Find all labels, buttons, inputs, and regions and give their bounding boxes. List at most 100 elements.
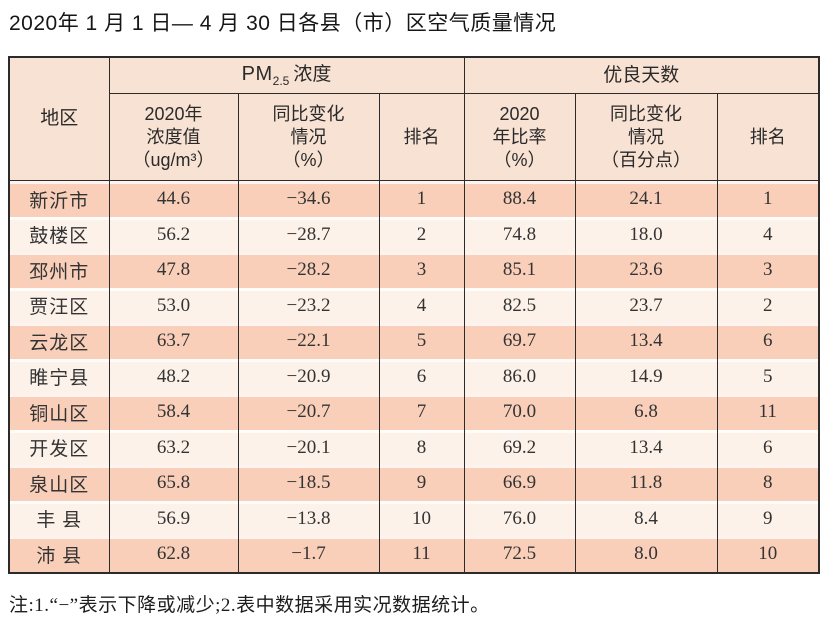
cell-pm-concentration: 63.7: [108, 323, 239, 359]
cell-good-days-change: 8.4: [574, 500, 718, 537]
table-row: 鼓楼区 56.2 −28.7 2 74.8 18.0 4: [8, 216, 820, 253]
cell-good-days-change: 13.4: [574, 323, 718, 359]
cell-good-days-change: 23.7: [574, 287, 718, 324]
cell-good-days-ratio: 76.0: [463, 500, 576, 537]
cell-pm-change: −23.2: [237, 287, 380, 324]
table-header: 地区 PM2.5 浓度 优良天数 2020年 浓度值 （ug/m³） 同比变化 情…: [8, 56, 820, 182]
col-header-days-rank: 排名: [716, 93, 820, 182]
cell-pm-change: −28.7: [237, 216, 380, 253]
pm-label: PM: [241, 63, 273, 86]
col-header-pm-2020-value: 2020年 浓度值 （ug/m³）: [108, 93, 239, 182]
cell-region: 云龙区: [8, 323, 110, 359]
cell-good-days-change: 8.0: [574, 536, 718, 573]
cell-good-days-ratio: 86.0: [463, 358, 576, 395]
cell-pm-rank: 10: [378, 500, 465, 537]
cell-region: 沛 县: [8, 536, 110, 573]
cell-region: 贾汪区: [8, 287, 110, 324]
cell-good-days-rank: 5: [716, 358, 820, 395]
cell-pm-change: −20.1: [237, 429, 380, 466]
pm-concentration-label: 浓度: [293, 64, 332, 86]
cell-good-days-ratio: 88.4: [463, 180, 576, 217]
cell-pm-change: −28.2: [237, 252, 380, 288]
cell-region: 铜山区: [8, 394, 110, 430]
cell-good-days-rank: 4: [716, 216, 820, 253]
cell-pm-concentration: 53.0: [108, 287, 239, 324]
cell-good-days-change: 6.8: [574, 394, 718, 430]
cell-pm-concentration: 63.2: [108, 429, 239, 466]
cell-pm-concentration: 58.4: [108, 394, 239, 430]
cell-good-days-change: 11.8: [574, 465, 718, 501]
cell-pm-change: −18.5: [237, 465, 380, 501]
cell-good-days-ratio: 66.9: [463, 465, 576, 501]
cell-good-days-rank: 9: [716, 500, 820, 537]
cell-pm-concentration: 65.8: [108, 465, 239, 501]
cell-good-days-rank: 3: [716, 252, 820, 288]
group-header-good-days: 优良天数: [463, 56, 820, 95]
cell-good-days-change: 23.6: [574, 252, 718, 288]
col-header-region: 地区: [8, 56, 110, 182]
cell-region: 开发区: [8, 429, 110, 466]
page-title: 2020年 1 月 1 日— 4 月 30 日各县（市）区空气质量情况: [9, 12, 557, 35]
table-row: 新沂市 44.6 −34.6 1 88.4 24.1 1: [8, 180, 820, 217]
cell-region: 泉山区: [8, 465, 110, 501]
table-row: 云龙区 63.7 −22.1 5 69.7 13.4 6: [8, 323, 820, 359]
cell-pm-change: −34.6: [237, 180, 380, 217]
cell-pm-rank: 5: [378, 323, 465, 359]
cell-good-days-ratio: 82.5: [463, 287, 576, 324]
table-row: 泉山区 65.8 −18.5 9 66.9 11.8 8: [8, 465, 820, 501]
table-body: 新沂市 44.6 −34.6 1 88.4 24.1 1 鼓楼区 56.2 −28.7 2 74.8 1…: [8, 180, 820, 573]
pm-subscript: 2.5: [272, 74, 290, 89]
air-quality-table: 地区 PM2.5 浓度 优良天数 2020年 浓度值 （ug/m³） 同比变化 情…: [8, 56, 821, 574]
cell-pm-concentration: 47.8: [108, 252, 239, 288]
col-header-pm-yoy-change: 同比变化 情况 （%）: [237, 93, 380, 182]
cell-pm-rank: 11: [378, 536, 465, 573]
cell-good-days-rank: 1: [716, 180, 820, 217]
table-row: 睢宁县 48.2 −20.9 6 86.0 14.9 5: [8, 358, 820, 395]
cell-region: 邳州市: [8, 252, 110, 288]
cell-good-days-change: 18.0: [574, 216, 718, 253]
cell-good-days-rank: 11: [716, 394, 820, 430]
cell-region: 新沂市: [8, 180, 110, 217]
cell-pm-rank: 7: [378, 394, 465, 430]
cell-pm-concentration: 44.6: [108, 180, 239, 217]
col-header-pm-rank: 排名: [378, 93, 465, 182]
cell-pm-concentration: 62.8: [108, 536, 239, 573]
cell-good-days-rank: 6: [716, 429, 820, 466]
cell-good-days-ratio: 69.7: [463, 323, 576, 359]
cell-pm-rank: 2: [378, 216, 465, 253]
cell-pm-rank: 6: [378, 358, 465, 395]
cell-good-days-rank: 6: [716, 323, 820, 359]
footnote: 注:1.“−”表示下降或减少;2.表中数据采用实况数据统计。: [9, 594, 490, 616]
cell-pm-change: −1.7: [237, 536, 380, 573]
cell-pm-concentration: 48.2: [108, 358, 239, 395]
cell-pm-change: −20.7: [237, 394, 380, 430]
cell-pm-rank: 9: [378, 465, 465, 501]
table-row: 铜山区 58.4 −20.7 7 70.0 6.8 11: [8, 394, 820, 430]
cell-pm-rank: 4: [378, 287, 465, 324]
cell-good-days-change: 13.4: [574, 429, 718, 466]
col-header-days-2020-ratio: 2020 年比率 （%）: [463, 93, 576, 182]
table-row: 开发区 63.2 −20.1 8 69.2 13.4 6: [8, 429, 820, 466]
cell-good-days-rank: 2: [716, 287, 820, 324]
cell-good-days-ratio: 74.8: [463, 216, 576, 253]
cell-pm-rank: 1: [378, 180, 465, 217]
cell-good-days-change: 24.1: [574, 180, 718, 217]
cell-good-days-ratio: 85.1: [463, 252, 576, 288]
cell-good-days-change: 14.9: [574, 358, 718, 395]
col-header-days-yoy-change: 同比变化 情况 （百分点）: [574, 93, 718, 182]
cell-good-days-rank: 10: [716, 536, 820, 573]
cell-good-days-rank: 8: [716, 465, 820, 501]
cell-region: 鼓楼区: [8, 216, 110, 253]
cell-good-days-ratio: 69.2: [463, 429, 576, 466]
group-header-pm25-concentration: PM2.5 浓度: [108, 56, 465, 95]
cell-region: 睢宁县: [8, 358, 110, 395]
table-row: 丰 县 56.9 −13.8 10 76.0 8.4 9: [8, 500, 820, 537]
table-row: 邳州市 47.8 −28.2 3 85.1 23.6 3: [8, 252, 820, 288]
cell-good-days-ratio: 72.5: [463, 536, 576, 573]
cell-good-days-ratio: 70.0: [463, 394, 576, 430]
table-row: 沛 县 62.8 −1.7 11 72.5 8.0 10: [8, 536, 820, 573]
cell-pm-change: −13.8: [237, 500, 380, 537]
cell-pm-change: −22.1: [237, 323, 380, 359]
cell-pm-concentration: 56.9: [108, 500, 239, 537]
cell-pm-rank: 3: [378, 252, 465, 288]
